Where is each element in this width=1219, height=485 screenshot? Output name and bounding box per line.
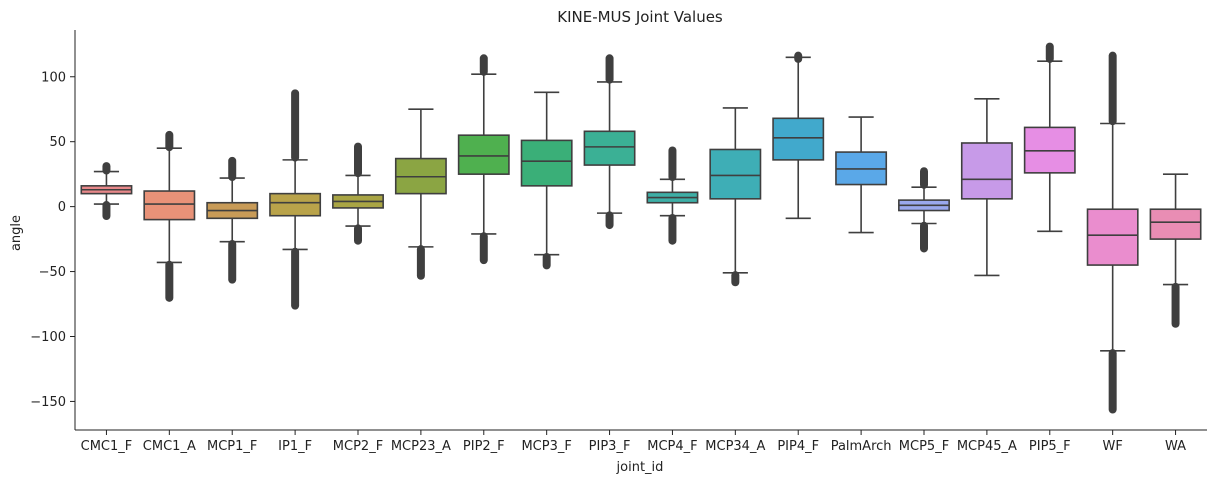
x-tick-label: PalmArch xyxy=(831,439,892,454)
outliers-high xyxy=(102,162,111,175)
box-MCP45_A xyxy=(960,98,1013,277)
box-iqr xyxy=(583,130,636,166)
box-iqr xyxy=(1086,208,1139,266)
box-PIP4_F xyxy=(772,51,825,220)
outliers-high xyxy=(1108,51,1117,126)
y-tick-label: 50 xyxy=(49,135,66,150)
x-tick-label: MCP45_A xyxy=(957,439,1017,454)
x-tick-label: CMC1_F xyxy=(81,439,133,454)
outliers-high xyxy=(605,54,614,84)
x-tick-label: MCP1_F xyxy=(207,439,257,454)
outliers-high xyxy=(165,130,174,152)
x-tick-label: MCP4_F xyxy=(647,439,697,454)
box-iqr xyxy=(772,117,825,161)
outliers-low xyxy=(354,224,362,245)
box-iqr xyxy=(709,148,762,200)
x-tick-label: PIP5_F xyxy=(1029,439,1071,454)
box-iqr xyxy=(1149,208,1202,240)
outliers-high xyxy=(479,54,488,76)
box-iqr xyxy=(143,190,196,221)
y-tick-label: −150 xyxy=(30,395,66,410)
box-PIP5_F xyxy=(1023,42,1076,233)
y-axis-label: angle xyxy=(9,215,24,251)
box-MCP23_A xyxy=(394,108,447,280)
box-CMC1_F xyxy=(80,162,133,221)
outliers-high xyxy=(1045,42,1054,63)
outliers-low xyxy=(479,232,488,265)
box-PIP2_F xyxy=(457,54,510,265)
x-tick-label: MCP23_A xyxy=(391,439,451,454)
x-tick-label: MCP2_F xyxy=(333,439,383,454)
box-PIP3_F xyxy=(583,54,636,230)
outliers-high xyxy=(794,51,803,63)
x-tick-label: PIP2_F xyxy=(463,439,505,454)
outliers-low xyxy=(165,260,174,302)
y-tick-label: −50 xyxy=(39,265,66,280)
box-MCP5_F xyxy=(898,167,950,253)
box-MCP34_A xyxy=(709,107,762,287)
x-tick-label: PIP4_F xyxy=(777,439,819,454)
outliers-low xyxy=(228,239,237,284)
box-PalmArch xyxy=(835,116,888,234)
outliers-low xyxy=(542,252,551,270)
x-tick-label: MCP3_F xyxy=(521,439,571,454)
outliers-high xyxy=(291,89,300,162)
box-WA xyxy=(1149,173,1202,328)
x-tick-label: CMC1_A xyxy=(143,439,196,454)
outliers-low xyxy=(920,221,928,253)
box-MCP3_F xyxy=(520,91,573,270)
box-iqr xyxy=(520,139,573,187)
outliers-low xyxy=(291,247,300,310)
outliers-high xyxy=(354,142,362,178)
box-iqr xyxy=(960,142,1013,200)
outliers-low xyxy=(731,271,740,287)
outliers-low xyxy=(1171,282,1180,328)
x-axis-label: joint_id xyxy=(616,460,664,475)
x-tick-label: WA xyxy=(1165,439,1186,454)
box-iqr xyxy=(457,134,510,175)
outliers-low xyxy=(102,201,111,221)
outliers-low xyxy=(668,214,677,245)
chart-title: KINE-MUS Joint Values xyxy=(557,8,723,26)
x-tick-label: MCP5_F xyxy=(899,439,949,454)
outliers-high xyxy=(668,146,677,182)
outliers-high xyxy=(228,156,237,182)
x-tick-label: MCP34_A xyxy=(705,439,765,454)
box-iqr xyxy=(269,192,322,217)
box-WF xyxy=(1086,51,1139,414)
box-MCP4_F xyxy=(646,146,699,245)
box-MCP2_F xyxy=(332,142,384,245)
outliers-high xyxy=(920,167,928,189)
x-tick-label: WF xyxy=(1102,439,1122,454)
y-tick-label: 100 xyxy=(41,70,66,85)
x-tick-label: IP1_F xyxy=(278,439,312,454)
box-MCP1_F xyxy=(206,156,259,284)
y-tick-label: 0 xyxy=(58,200,66,215)
x-tick-label: PIP3_F xyxy=(589,439,631,454)
outliers-low xyxy=(416,245,425,280)
y-tick-label: −100 xyxy=(30,330,66,345)
box-IP1_F xyxy=(269,89,322,310)
outliers-low xyxy=(605,211,614,230)
outliers-low xyxy=(1108,349,1117,414)
box-CMC1_A xyxy=(143,130,196,302)
